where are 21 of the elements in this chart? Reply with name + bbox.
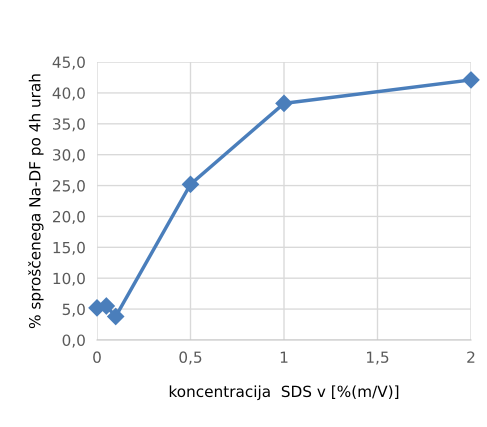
y-tick-label: 25,0 — [52, 180, 85, 194]
x-tick-label: 0 — [93, 351, 101, 363]
y-axis-title: % sproščenega Na-DF po 4h urah — [28, 74, 44, 328]
point — [462, 71, 480, 88]
x-tick-label: 2 — [467, 351, 474, 363]
y-tick-label: 20,0 — [52, 210, 85, 224]
x-axis-title: koncentracija SDS v [%(m/V)] — [170, 385, 398, 400]
y-tick-label: 15,0 — [54, 242, 85, 255]
point — [182, 176, 200, 193]
y-tick-label: 30,0 — [53, 149, 85, 162]
y-tick-label: 35,0 — [53, 118, 85, 132]
y-tick-label: 5,0 — [62, 304, 85, 317]
y-tick-label: 45,0 — [52, 56, 85, 70]
x-tick-label: 0,5 — [179, 351, 202, 364]
x-tick-label: 1 — [280, 352, 288, 363]
point — [107, 308, 124, 326]
point — [275, 94, 293, 112]
y-tick-label: 40,0 — [52, 87, 85, 100]
y-tick-label: 0,0 — [62, 334, 85, 348]
x-tick-label: 1,5 — [367, 352, 388, 364]
y-tick-label: 10,0 — [54, 272, 85, 286]
